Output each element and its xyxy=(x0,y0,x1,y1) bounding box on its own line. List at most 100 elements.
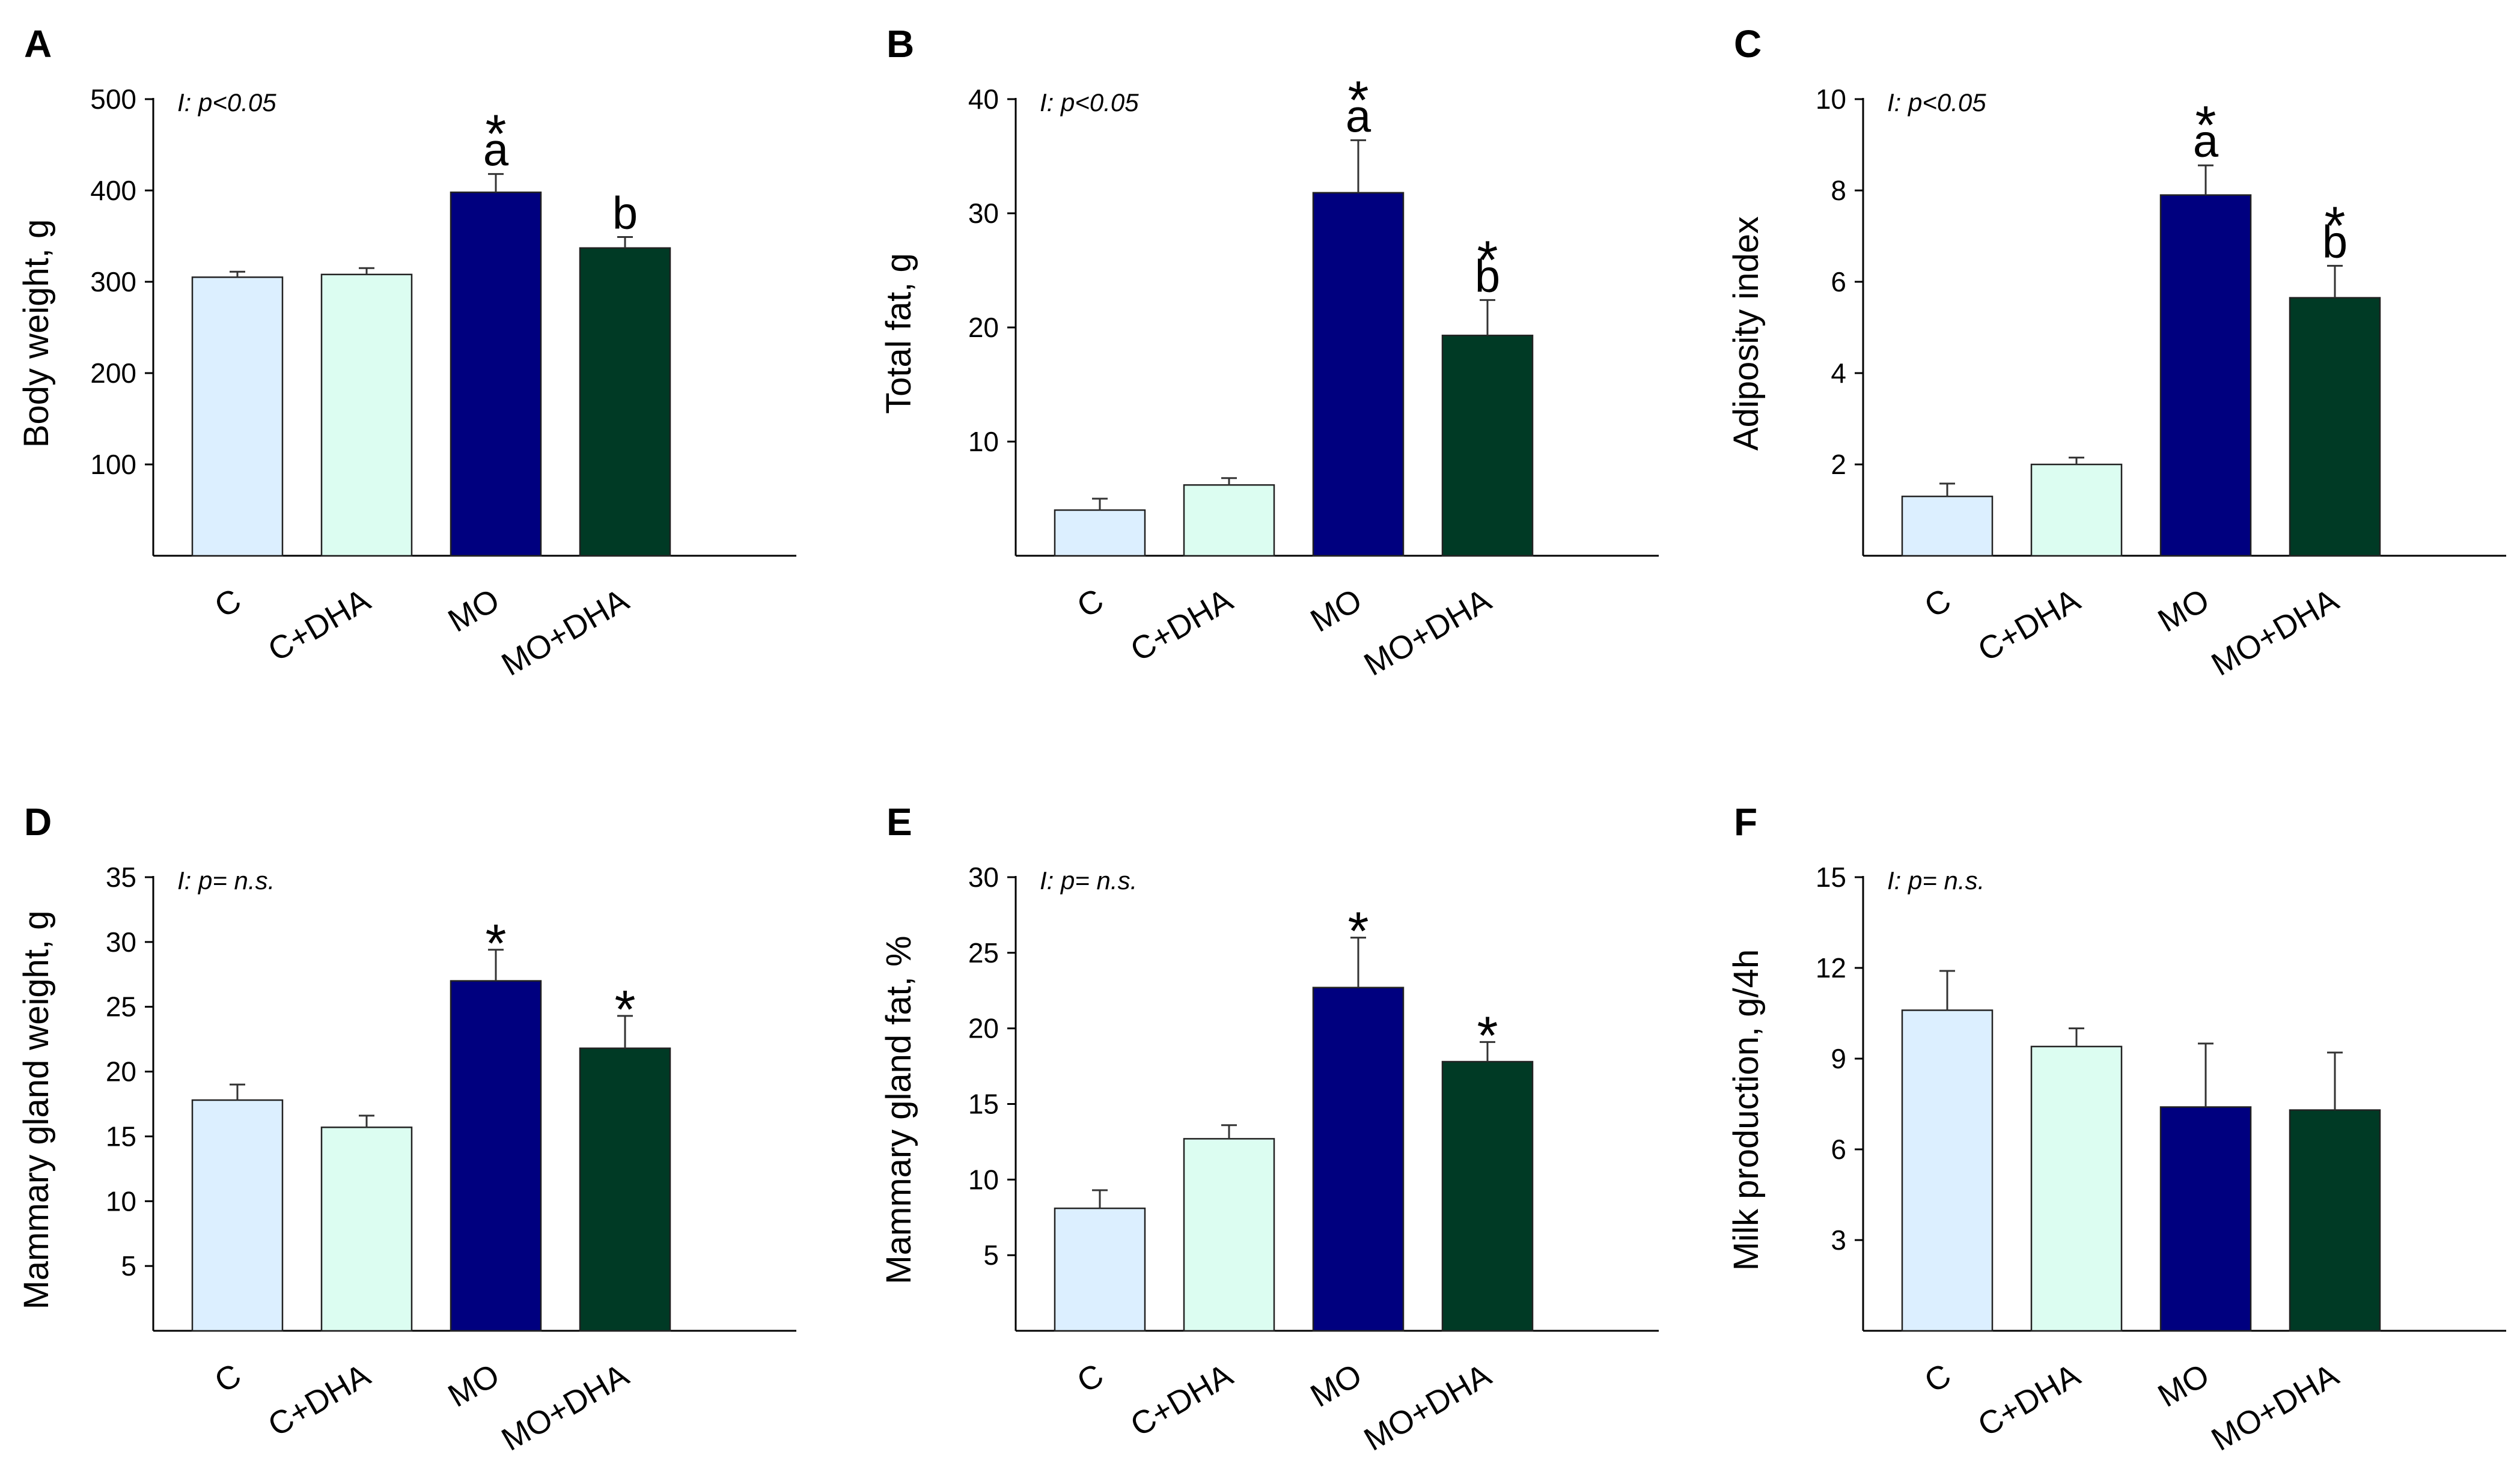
y-tick-label: 20 xyxy=(968,312,999,343)
panel-d: D 5 10 15 20 25 30 35 Mammary gland weight, g I: … xyxy=(17,800,796,1458)
category-label: MO xyxy=(2152,1357,2215,1414)
y-tick-label: 400 xyxy=(90,175,136,206)
bar-mo-plus-dha xyxy=(2289,1109,2381,1332)
panel-c: C 2 4 6 8 10 Adiposity index I: p<0.05 C C+DHA MOM… xyxy=(1727,22,2506,683)
interaction-annotation: I: p<0.05 xyxy=(1040,88,1139,117)
y-tick-label: 30 xyxy=(968,862,999,893)
y-tick-label: 4 xyxy=(1831,357,1846,389)
panel-f: F 3 6 9 12 15 Milk production, g/4h I: p= n.s. C… xyxy=(1727,800,2506,1458)
bar-c xyxy=(1901,495,1994,557)
bar-mo xyxy=(450,980,542,1332)
y-tick-label: 5 xyxy=(121,1250,136,1282)
y-tick-label: 15 xyxy=(106,1121,136,1152)
bar-mo xyxy=(2159,1106,2252,1332)
category-label: MO xyxy=(1305,1357,1368,1414)
y-tick-label: 6 xyxy=(1831,266,1846,297)
panel-e: E 5 10 15 20 25 30 Mammary gland fat, % I: p= n.… xyxy=(879,800,1659,1458)
category-label: MO+DHA xyxy=(496,1357,635,1458)
category-label: MO xyxy=(442,582,505,639)
category-label: MO xyxy=(442,1357,505,1414)
category-label: C xyxy=(209,1357,247,1399)
panel-letter: D xyxy=(24,800,52,844)
category-label: MO+DHA xyxy=(2206,1357,2345,1458)
y-tick-label: 10 xyxy=(106,1185,136,1217)
y-tick-label: 30 xyxy=(968,198,999,229)
y-tick-label: 10 xyxy=(1816,84,1846,115)
category-label: C+DHA xyxy=(262,1357,376,1443)
panel-letter: A xyxy=(24,22,52,65)
significance-letter: a xyxy=(483,125,509,176)
significance-letter: b xyxy=(2322,216,2348,267)
significance-star: * xyxy=(1477,1006,1498,1066)
y-tick-label: 40 xyxy=(968,84,999,115)
significance-letter: a xyxy=(2193,116,2219,167)
bar-mo xyxy=(1312,192,1405,557)
y-axis-label: Total fat, g xyxy=(879,253,918,414)
significance-star: * xyxy=(485,914,506,974)
category-label: C xyxy=(1918,1357,1957,1399)
bar-c-plus-dha xyxy=(2030,463,2123,557)
y-tick-label: 10 xyxy=(968,426,999,457)
bar-c xyxy=(191,276,284,557)
category-label: C xyxy=(1071,1357,1109,1399)
y-tick-label: 200 xyxy=(90,357,136,389)
bar-mo-plus-dha xyxy=(579,247,671,557)
panel-a: A 100 200 300 400 500 Body weight, g I: p<0.05 C… xyxy=(17,22,796,683)
category-label: C+DHA xyxy=(1972,582,2086,668)
category-label: MO+DHA xyxy=(1358,582,1497,683)
y-tick-label: 35 xyxy=(106,862,136,893)
y-tick-label: 20 xyxy=(106,1056,136,1087)
bar-mo-plus-dha xyxy=(1441,335,1534,557)
y-tick-label: 100 xyxy=(90,449,136,480)
y-tick-label: 15 xyxy=(968,1089,999,1120)
bar-c xyxy=(1054,1207,1146,1332)
y-tick-label: 10 xyxy=(968,1164,999,1195)
y-tick-label: 500 xyxy=(90,84,136,115)
bar-c-plus-dha xyxy=(1183,1138,1275,1332)
y-tick-label: 5 xyxy=(983,1239,999,1271)
panel-b: B 10 20 30 40 Total fat, g I: p<0.05 C C+DHA MOMO… xyxy=(879,22,1659,683)
bar-c xyxy=(191,1099,284,1332)
bar-mo xyxy=(450,191,542,557)
bar-c-plus-dha xyxy=(320,273,413,557)
category-label: C+DHA xyxy=(262,582,376,668)
y-tick-label: 15 xyxy=(1816,862,1846,893)
category-label: MO+DHA xyxy=(1358,1357,1497,1458)
panel-letter: C xyxy=(1734,22,1762,65)
y-axis-label: Adiposity index xyxy=(1727,216,1766,451)
y-tick-label: 12 xyxy=(1816,952,1846,984)
y-axis-label: Milk production, g/4h xyxy=(1727,949,1766,1271)
category-label: C+DHA xyxy=(1124,582,1239,668)
y-tick-label: 30 xyxy=(106,926,136,958)
significance-letter: a xyxy=(1346,91,1371,142)
significance-star: * xyxy=(614,980,635,1040)
bar-mo-plus-dha xyxy=(2289,297,2381,557)
category-label: C xyxy=(209,582,247,624)
y-axis-label: Mammary gland weight, g xyxy=(17,910,56,1309)
category-label: C xyxy=(1071,582,1109,624)
category-label: MO+DHA xyxy=(2206,582,2345,683)
bar-c-plus-dha xyxy=(1183,484,1275,557)
panel-letter: F xyxy=(1734,800,1757,844)
y-tick-label: 3 xyxy=(1831,1224,1846,1256)
y-tick-label: 8 xyxy=(1831,175,1846,206)
y-tick-label: 25 xyxy=(106,991,136,1023)
y-tick-label: 6 xyxy=(1831,1134,1846,1165)
y-axis-label: Body weight, g xyxy=(17,219,56,448)
y-axis-label: Mammary gland fat, % xyxy=(879,935,918,1284)
bar-c-plus-dha xyxy=(320,1127,413,1332)
bar-c xyxy=(1054,509,1146,557)
category-label: MO+DHA xyxy=(496,582,635,683)
interaction-annotation: I: p= n.s. xyxy=(1040,866,1137,895)
bar-c xyxy=(1901,1009,1994,1332)
interaction-annotation: I: p= n.s. xyxy=(1887,866,1985,895)
bar-mo xyxy=(2159,194,2252,557)
significance-star: * xyxy=(1347,70,1368,130)
panel-letter: B xyxy=(886,22,914,65)
significance-star: * xyxy=(1347,902,1368,962)
category-label: MO xyxy=(2152,582,2215,639)
panel-letter: E xyxy=(886,800,912,844)
bar-mo-plus-dha xyxy=(579,1047,671,1332)
significance-star: * xyxy=(2324,196,2345,256)
